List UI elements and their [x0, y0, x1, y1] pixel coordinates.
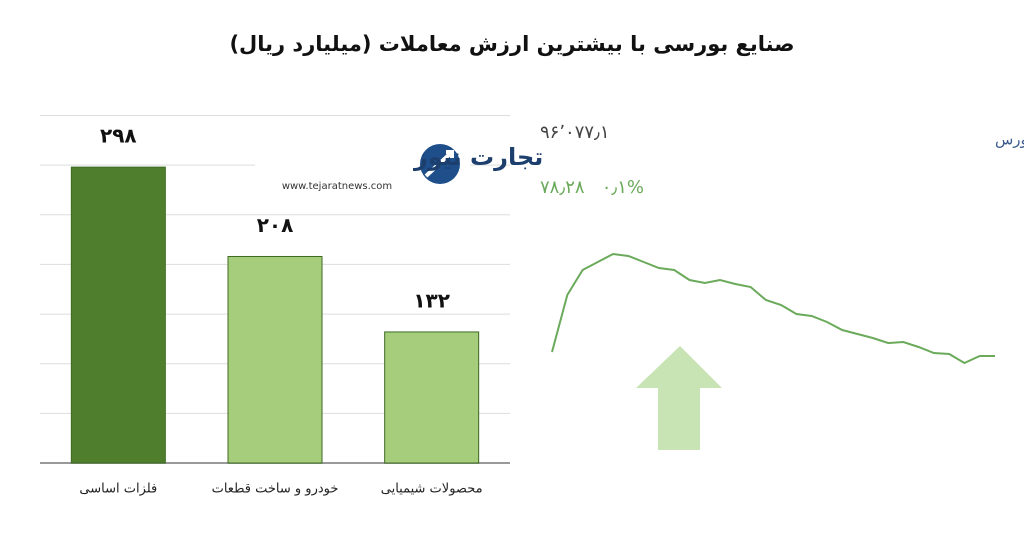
- x-tick-label: محصولات شیمیایی: [381, 482, 483, 497]
- bar: [384, 331, 480, 464]
- logo-box: [255, 130, 470, 200]
- bar: [227, 255, 323, 464]
- index-name: کل بورس: [995, 131, 1024, 149]
- bar: [70, 166, 166, 464]
- logo-url: www.tejaratnews.com: [282, 181, 392, 192]
- title: صنایع بورسی با بیشترین ارزش معاملات (میل…: [229, 32, 794, 56]
- x-tick-label: فلزات اساسی: [79, 482, 157, 497]
- index-value: ۹۶٬۰۷۷٫۱: [540, 122, 610, 143]
- up-arrow: [636, 346, 722, 450]
- value-label: ۲۹۸: [100, 124, 137, 148]
- index-line: [551, 252, 995, 365]
- x-tick-label: خودرو و ساخت قطعات: [212, 482, 339, 497]
- index-change: ۷۸٫۲۸ ۰٫۱%: [540, 177, 644, 198]
- value-label: ۲۰۸: [257, 213, 294, 237]
- value-label: ۱۳۲: [413, 288, 450, 312]
- logo-arrow: [424, 150, 454, 178]
- logo: تجارت نیوز www.tejaratnews.com: [255, 130, 543, 200]
- logo-name: تجارت نیوز: [413, 143, 543, 171]
